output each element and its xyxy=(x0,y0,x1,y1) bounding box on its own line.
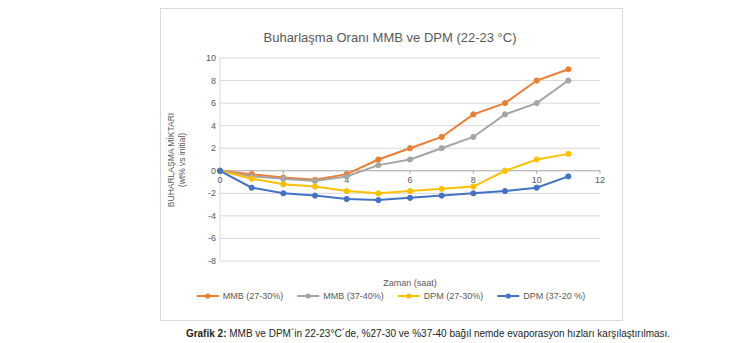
y-axis-label: (wt% vs initial) xyxy=(177,133,187,187)
series-marker xyxy=(281,191,286,196)
legend-label: DPM (37-20 %) xyxy=(523,291,585,301)
series-marker xyxy=(439,134,444,139)
series-marker xyxy=(217,168,222,173)
grid-line xyxy=(220,215,600,216)
series-marker xyxy=(502,168,507,173)
legend-label: MMB (27-30%) xyxy=(223,291,284,301)
y-tick-label: -6 xyxy=(208,233,216,243)
legend-marker xyxy=(406,293,411,298)
series-marker xyxy=(502,101,507,106)
series-marker xyxy=(502,112,507,117)
x-axis-label: Zaman (saat) xyxy=(383,278,437,288)
series-marker xyxy=(407,188,412,193)
series-marker xyxy=(439,186,444,191)
grid-line xyxy=(220,261,600,262)
series-marker xyxy=(376,157,381,162)
series-marker xyxy=(471,184,476,189)
series-marker xyxy=(566,67,571,72)
series-marker xyxy=(471,112,476,117)
legend-label: DPM (27-30%) xyxy=(424,291,484,301)
series-marker xyxy=(534,185,539,190)
series-marker xyxy=(344,188,349,193)
x-tick-label: 10 xyxy=(532,175,542,185)
series-marker xyxy=(249,176,254,181)
y-axis-label: BUHARLAŞMA MİKTARI xyxy=(166,113,176,207)
series-marker xyxy=(566,78,571,83)
series-marker xyxy=(502,188,507,193)
series-marker xyxy=(534,157,539,162)
series-line xyxy=(220,154,568,193)
series-line xyxy=(220,171,568,200)
series-marker xyxy=(407,157,412,162)
x-tick xyxy=(283,171,284,174)
grid-line xyxy=(220,238,600,239)
caption-text: MMB ve DPM´in 22-23°C´de, %27-30 ve %37-… xyxy=(226,328,670,339)
series-marker xyxy=(217,168,222,173)
y-tick-label: 2 xyxy=(211,143,216,153)
legend-marker xyxy=(506,293,511,298)
y-tick-label: -4 xyxy=(208,211,216,221)
chart-root: Buharlaşma Oranı MMB ve DPM (22-23 °C) -8… xyxy=(0,0,740,343)
grid-line xyxy=(220,80,600,81)
x-tick-label: 6 xyxy=(407,175,412,185)
caption-label: Grafik 2: xyxy=(186,328,227,339)
legend-label: MMB (37-40%) xyxy=(323,291,384,301)
chart-frame xyxy=(161,9,623,321)
series-marker xyxy=(344,196,349,201)
x-tick xyxy=(600,171,601,174)
y-tick-label: -8 xyxy=(208,256,216,266)
legend-marker xyxy=(306,293,311,298)
series-marker xyxy=(376,198,381,203)
grid-line xyxy=(220,58,600,59)
x-tick xyxy=(536,171,537,174)
x-tick xyxy=(473,171,474,174)
series-marker xyxy=(471,191,476,196)
series-marker xyxy=(344,174,349,179)
y-axis-line xyxy=(220,58,221,261)
series-marker xyxy=(407,146,412,151)
y-tick-label: 4 xyxy=(211,121,216,131)
series-marker xyxy=(407,195,412,200)
y-tick-label: 0 xyxy=(211,166,216,176)
series-marker xyxy=(566,151,571,156)
series-marker xyxy=(376,163,381,168)
series-marker xyxy=(566,174,571,179)
plot-area xyxy=(217,67,571,203)
caption: Grafik 2: MMB ve DPM´in 22-23°C´de, %27-… xyxy=(186,328,670,339)
series-marker xyxy=(312,184,317,189)
series-marker xyxy=(312,178,317,183)
series-marker xyxy=(312,193,317,198)
y-tick-label: 8 xyxy=(211,76,216,86)
legend-marker xyxy=(205,293,210,298)
legend: MMB (27-30%) MMB (37-40%) DPM (27-30%) DPM … xyxy=(197,291,586,301)
x-tick-label: 4 xyxy=(344,175,349,185)
series-marker xyxy=(281,176,286,181)
title: Buharlaşma Oranı MMB ve DPM (22-23 °C) xyxy=(264,30,517,45)
x-tick-label: 12 xyxy=(595,175,605,185)
y-tick-label: -2 xyxy=(208,188,216,198)
series-marker xyxy=(249,185,254,190)
series-marker xyxy=(439,146,444,151)
grid-line xyxy=(220,103,600,104)
series-marker xyxy=(534,78,539,83)
grid-line xyxy=(220,125,600,126)
y-tick-label: 10 xyxy=(206,53,216,63)
series-marker xyxy=(281,182,286,187)
series-marker xyxy=(439,193,444,198)
series-marker xyxy=(217,168,222,173)
y-tick-label: 6 xyxy=(211,98,216,108)
series-marker xyxy=(217,168,222,173)
series-marker xyxy=(471,134,476,139)
x-tick xyxy=(410,171,411,174)
series-marker xyxy=(376,191,381,196)
x-tick-label: 0 xyxy=(217,175,222,185)
x-tick-label: 8 xyxy=(471,175,476,185)
series-marker xyxy=(534,101,539,106)
